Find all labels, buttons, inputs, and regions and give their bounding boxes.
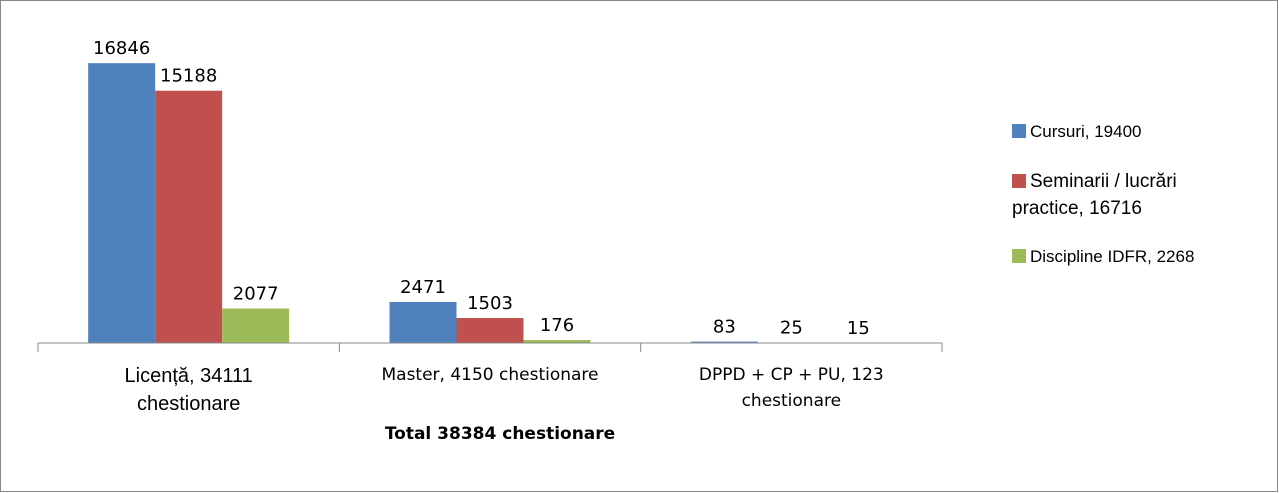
bar <box>456 318 524 343</box>
data-label: 2077 <box>233 283 279 304</box>
bar <box>155 90 223 343</box>
bar <box>523 340 591 343</box>
x-tick-label: DPPD + CP + PU, 123 chestionare <box>698 365 884 411</box>
x-tick-label: Licență, 34111 chestionare <box>124 365 253 415</box>
data-label: 2471 <box>400 277 446 298</box>
x-axis-title: Total 38384 chestionare <box>384 424 616 444</box>
bar <box>88 63 156 344</box>
bar <box>690 341 758 343</box>
data-label: 25 <box>780 318 803 339</box>
bar <box>222 308 290 343</box>
legend-item: Seminarii / lucrări practice, 16716 <box>1012 168 1252 222</box>
data-label: 83 <box>713 317 736 338</box>
bar <box>389 301 457 343</box>
data-label: 176 <box>540 315 574 336</box>
data-label: 15 <box>847 318 870 339</box>
legend-item: Cursuri, 19400 <box>1012 118 1252 145</box>
data-label: 1503 <box>467 293 513 314</box>
legend-label: Discipline IDFR, 2268 <box>1030 247 1195 266</box>
legend-label: Seminarii / lucrări practice, 16716 <box>1012 171 1177 219</box>
legend-label: Cursuri, 19400 <box>1030 122 1142 141</box>
data-label: 15188 <box>160 66 217 87</box>
legend-swatch <box>1012 124 1026 138</box>
legend-swatch <box>1012 249 1026 263</box>
legend-swatch <box>1012 174 1026 188</box>
legend-item: Discipline IDFR, 2268 <box>1012 243 1252 270</box>
data-label: 16846 <box>93 38 150 59</box>
x-tick-label: Master, 4150 chestionare <box>381 365 599 385</box>
